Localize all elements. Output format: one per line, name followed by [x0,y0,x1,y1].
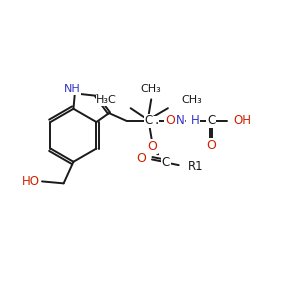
Text: HO: HO [22,175,40,188]
Text: C: C [144,115,152,128]
Text: H₃C: H₃C [96,95,117,105]
Text: O: O [165,115,175,128]
Text: CH₃: CH₃ [141,84,162,94]
Text: OH: OH [234,115,252,128]
Text: H: H [190,115,199,128]
Text: C: C [162,156,170,169]
Text: O: O [206,139,216,152]
Text: CH₃: CH₃ [182,95,202,105]
Text: O: O [136,152,146,165]
Text: O: O [147,140,157,153]
Text: R1: R1 [188,160,203,172]
Text: N: N [176,115,184,128]
Text: ·: · [154,117,158,131]
Text: NH: NH [64,85,80,94]
Text: C: C [207,115,215,128]
